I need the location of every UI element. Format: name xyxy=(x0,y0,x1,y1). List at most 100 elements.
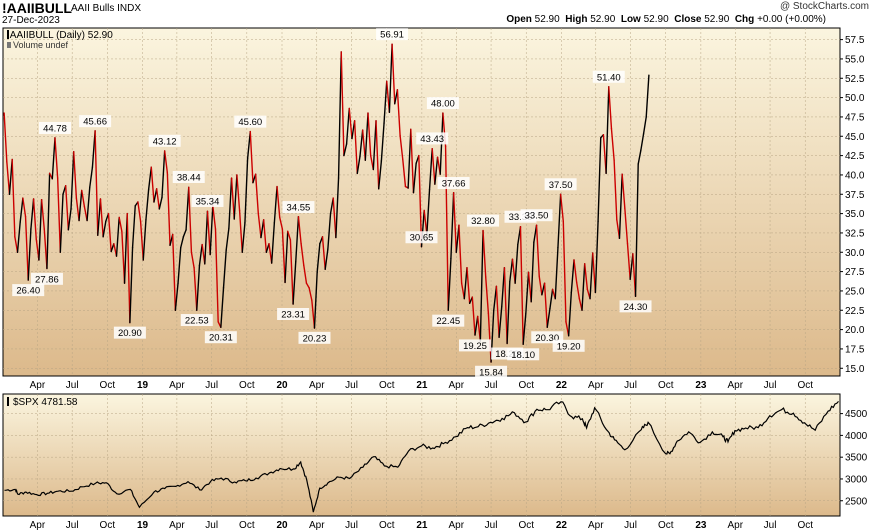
spx-x-tick-label: Oct xyxy=(100,520,116,531)
sentiment-line-segment xyxy=(348,107,353,140)
value-annotation: 23.31 xyxy=(277,308,310,321)
sentiment-line-segment xyxy=(204,210,209,265)
sentiment-line-segment xyxy=(142,219,147,261)
spx-x-tick-label: Oct xyxy=(658,520,674,531)
annotation-bg xyxy=(234,115,267,128)
sentiment-line-segment xyxy=(139,220,144,261)
sentiment-line-segment xyxy=(316,243,321,274)
sentiment-x-tick-label: Apr xyxy=(169,380,185,391)
sentiment-line-segment xyxy=(466,267,471,305)
sentiment-line-segment xyxy=(380,122,385,162)
open-value: 52.90 xyxy=(534,14,560,25)
sentiment-line-segment xyxy=(118,216,123,233)
sentiment-line-segment xyxy=(303,264,308,284)
sentiment-line-segment xyxy=(121,230,126,284)
sentiment-line-segment xyxy=(324,248,329,270)
sentiment-x-tick-label: Jul xyxy=(624,380,637,391)
sentiment-line-segment xyxy=(257,212,262,239)
annotation-label: 43.43 xyxy=(420,134,444,145)
sentiment-line-segment xyxy=(407,128,412,189)
sentiment-line-segment xyxy=(241,222,246,253)
sentiment-y-tick-label: 15.0 xyxy=(845,364,865,375)
sentiment-x-tick-label: Oct xyxy=(100,380,116,391)
sentiment-x-tick-label: 21 xyxy=(416,380,428,391)
sentiment-line-segment xyxy=(70,151,75,210)
spx-x-tick-label: Oct xyxy=(518,520,534,531)
sentiment-line-segment xyxy=(185,186,190,231)
exchange-label: INDX xyxy=(117,3,142,14)
sentiment-line-segment xyxy=(244,157,249,224)
sentiment-line-segment xyxy=(343,143,348,157)
sentiment-x-tick-label: Oct xyxy=(797,380,813,391)
sentiment-y-tick-label: 22.5 xyxy=(845,306,865,317)
annotation-label: 18.20 xyxy=(495,349,519,360)
sentiment-line-segment xyxy=(147,166,152,191)
value-annotation: 48.00 xyxy=(426,97,459,110)
annotation-bg xyxy=(475,365,508,378)
spx-x-tick-label: 20 xyxy=(276,520,288,531)
sentiment-line-segment xyxy=(94,130,99,236)
sentiment-line-segment xyxy=(396,89,401,137)
annotation-label: 37.50 xyxy=(549,180,573,191)
sentiment-y-tick-label: 57.5 xyxy=(845,35,865,46)
annotation-label: 22.45 xyxy=(436,316,460,327)
volume-legend: Volume undef xyxy=(13,40,69,50)
sentiment-line-segment xyxy=(554,246,559,300)
annotation-bg xyxy=(432,314,465,327)
value-annotation: 30.65 xyxy=(405,231,438,244)
sentiment-y-tick-label: 55.0 xyxy=(845,54,865,65)
sentiment-line-segment xyxy=(345,107,350,145)
sentiment-line-segment xyxy=(340,51,345,157)
annotation-bg xyxy=(30,272,63,285)
sentiment-x-tick-label: Oct xyxy=(658,380,674,391)
sentiment-x-tick-label: Apr xyxy=(30,380,46,391)
close-label: Close xyxy=(674,14,702,25)
sentiment-y-tick-label: 35.0 xyxy=(845,209,865,220)
sentiment-line-segment xyxy=(618,173,623,240)
spx-x-tick-label: 21 xyxy=(416,520,428,531)
legend-swatch-icon xyxy=(7,30,9,39)
sentiment-line-segment xyxy=(485,276,490,315)
sentiment-line-segment xyxy=(525,271,530,315)
sentiment-line-segment xyxy=(637,149,642,165)
sentiment-x-tick-label: Oct xyxy=(239,380,255,391)
high-value: 52.90 xyxy=(590,14,616,25)
sentiment-line-segment xyxy=(198,243,203,267)
close-value: 52.90 xyxy=(704,14,730,25)
annotation-bg xyxy=(507,348,540,361)
sentiment-line-segment xyxy=(99,198,104,238)
sentiment-line-segment xyxy=(6,161,11,195)
sentiment-line-segment xyxy=(145,188,150,221)
sentiment-line-segment xyxy=(482,229,487,278)
sentiment-line-segment xyxy=(123,212,128,284)
spx-x-tick-label: Jul xyxy=(345,520,358,531)
sentiment-line-segment xyxy=(629,253,634,281)
sentiment-line-segment xyxy=(479,229,484,342)
sentiment-line-segment xyxy=(233,174,238,220)
sentiment-line-segment xyxy=(19,197,24,223)
spx-y-tick-label: 2500 xyxy=(845,496,868,507)
value-annotation: 27.86 xyxy=(30,272,63,285)
sentiment-line-segment xyxy=(332,197,337,239)
sentiment-line-segment xyxy=(450,192,455,260)
sentiment-line-segment xyxy=(570,259,575,294)
sentiment-line-segment xyxy=(188,186,193,253)
sentiment-x-tick-label: 22 xyxy=(556,380,568,391)
sentiment-line-segment xyxy=(190,251,195,269)
sentiment-y-tick-label: 37.5 xyxy=(845,190,865,201)
sentiment-x-tick-label: Apr xyxy=(309,380,325,391)
sentiment-line-segment xyxy=(372,120,377,171)
sentiment-x-tick-label: Apr xyxy=(448,380,464,391)
annotation-label: 32.80 xyxy=(471,216,495,227)
sentiment-line-segment xyxy=(431,147,436,185)
annotation-bg xyxy=(172,170,205,183)
sentiment-line-segment xyxy=(279,216,284,230)
sentiment-x-tick-label: Jul xyxy=(205,380,218,391)
sentiment-line-segment xyxy=(287,230,292,241)
sentiment-line-segment xyxy=(375,120,380,190)
sentiment-line-segment xyxy=(163,150,169,174)
annotation-label: 44.78 xyxy=(43,123,67,134)
value-annotation: 26.40 xyxy=(12,284,45,297)
annotation-bg xyxy=(437,177,470,190)
annotation-label: 30.65 xyxy=(410,233,434,244)
